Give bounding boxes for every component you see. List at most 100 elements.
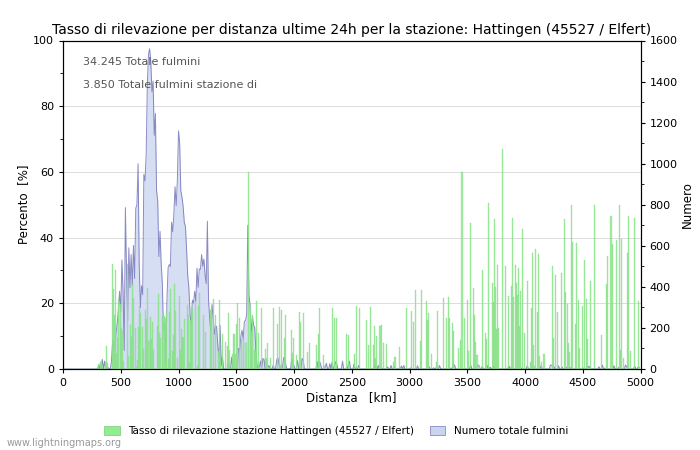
- Bar: [386, 344, 387, 369]
- Bar: [370, 307, 371, 369]
- Bar: [443, 298, 444, 369]
- Bar: [127, 356, 129, 369]
- Bar: [335, 318, 337, 369]
- Bar: [475, 342, 477, 369]
- Bar: [578, 300, 579, 369]
- Bar: [372, 345, 374, 369]
- Bar: [358, 308, 360, 369]
- Bar: [189, 363, 190, 369]
- Bar: [607, 256, 608, 369]
- Bar: [568, 343, 569, 369]
- Bar: [584, 260, 585, 369]
- Bar: [285, 315, 286, 369]
- Bar: [270, 358, 271, 369]
- Bar: [299, 311, 300, 369]
- Bar: [292, 352, 293, 369]
- Bar: [397, 368, 398, 369]
- Bar: [421, 290, 422, 369]
- Bar: [106, 346, 107, 369]
- Bar: [157, 326, 158, 369]
- Bar: [120, 328, 122, 369]
- Bar: [458, 348, 459, 369]
- Bar: [638, 301, 639, 369]
- Bar: [399, 346, 400, 369]
- Bar: [468, 351, 470, 369]
- Bar: [249, 368, 250, 369]
- Bar: [241, 339, 242, 369]
- Bar: [379, 326, 381, 369]
- Bar: [280, 365, 281, 369]
- Bar: [520, 291, 522, 369]
- Bar: [626, 253, 628, 369]
- Bar: [496, 329, 497, 369]
- Bar: [539, 356, 540, 369]
- Bar: [102, 366, 104, 369]
- Bar: [177, 358, 178, 369]
- Bar: [541, 362, 542, 369]
- Bar: [426, 301, 427, 369]
- Bar: [381, 324, 382, 369]
- Bar: [307, 352, 308, 369]
- Title: Tasso di rilevazione per distanza ultime 24h per la stazione: Hattingen (45527 /: Tasso di rilevazione per distanza ultime…: [52, 22, 651, 36]
- Bar: [576, 243, 577, 369]
- Bar: [594, 205, 595, 369]
- Bar: [160, 338, 161, 369]
- Bar: [166, 311, 167, 369]
- Bar: [243, 339, 244, 369]
- Bar: [482, 270, 483, 369]
- Bar: [266, 358, 267, 369]
- Bar: [400, 368, 401, 369]
- Bar: [309, 343, 310, 369]
- Bar: [536, 312, 538, 369]
- Bar: [159, 333, 160, 369]
- Bar: [169, 312, 170, 369]
- Bar: [508, 296, 509, 369]
- Bar: [184, 319, 186, 369]
- Bar: [172, 351, 173, 369]
- Bar: [393, 362, 394, 369]
- Bar: [495, 287, 496, 369]
- Bar: [258, 333, 259, 369]
- Bar: [198, 306, 200, 369]
- Bar: [191, 307, 193, 369]
- Bar: [300, 323, 301, 369]
- Bar: [376, 336, 377, 369]
- Bar: [623, 358, 624, 369]
- Bar: [420, 341, 421, 369]
- Bar: [190, 320, 191, 369]
- Bar: [116, 354, 117, 369]
- Bar: [265, 348, 266, 369]
- Bar: [115, 270, 116, 369]
- Bar: [137, 360, 138, 369]
- Bar: [234, 334, 235, 369]
- Bar: [413, 322, 414, 369]
- Bar: [150, 339, 152, 369]
- Bar: [610, 216, 612, 369]
- Bar: [518, 268, 519, 369]
- Bar: [517, 295, 518, 369]
- Bar: [250, 307, 251, 369]
- Bar: [267, 342, 269, 369]
- Bar: [332, 308, 333, 369]
- Bar: [494, 219, 495, 369]
- Bar: [488, 203, 489, 369]
- Bar: [527, 281, 528, 369]
- Bar: [406, 308, 407, 369]
- Bar: [561, 273, 562, 369]
- Bar: [284, 338, 285, 369]
- Bar: [516, 283, 517, 369]
- Bar: [296, 355, 297, 369]
- X-axis label: Distanza   [km]: Distanza [km]: [307, 391, 397, 404]
- Bar: [606, 284, 607, 369]
- Bar: [452, 323, 454, 369]
- Bar: [281, 310, 282, 369]
- Bar: [98, 364, 99, 369]
- Bar: [260, 308, 262, 369]
- Text: 3.850 Totale fulmini stazione di: 3.850 Totale fulmini stazione di: [83, 80, 258, 90]
- Bar: [122, 330, 123, 369]
- Bar: [114, 315, 115, 369]
- Bar: [566, 304, 568, 369]
- Bar: [621, 239, 622, 369]
- Bar: [146, 319, 147, 369]
- Bar: [276, 324, 278, 369]
